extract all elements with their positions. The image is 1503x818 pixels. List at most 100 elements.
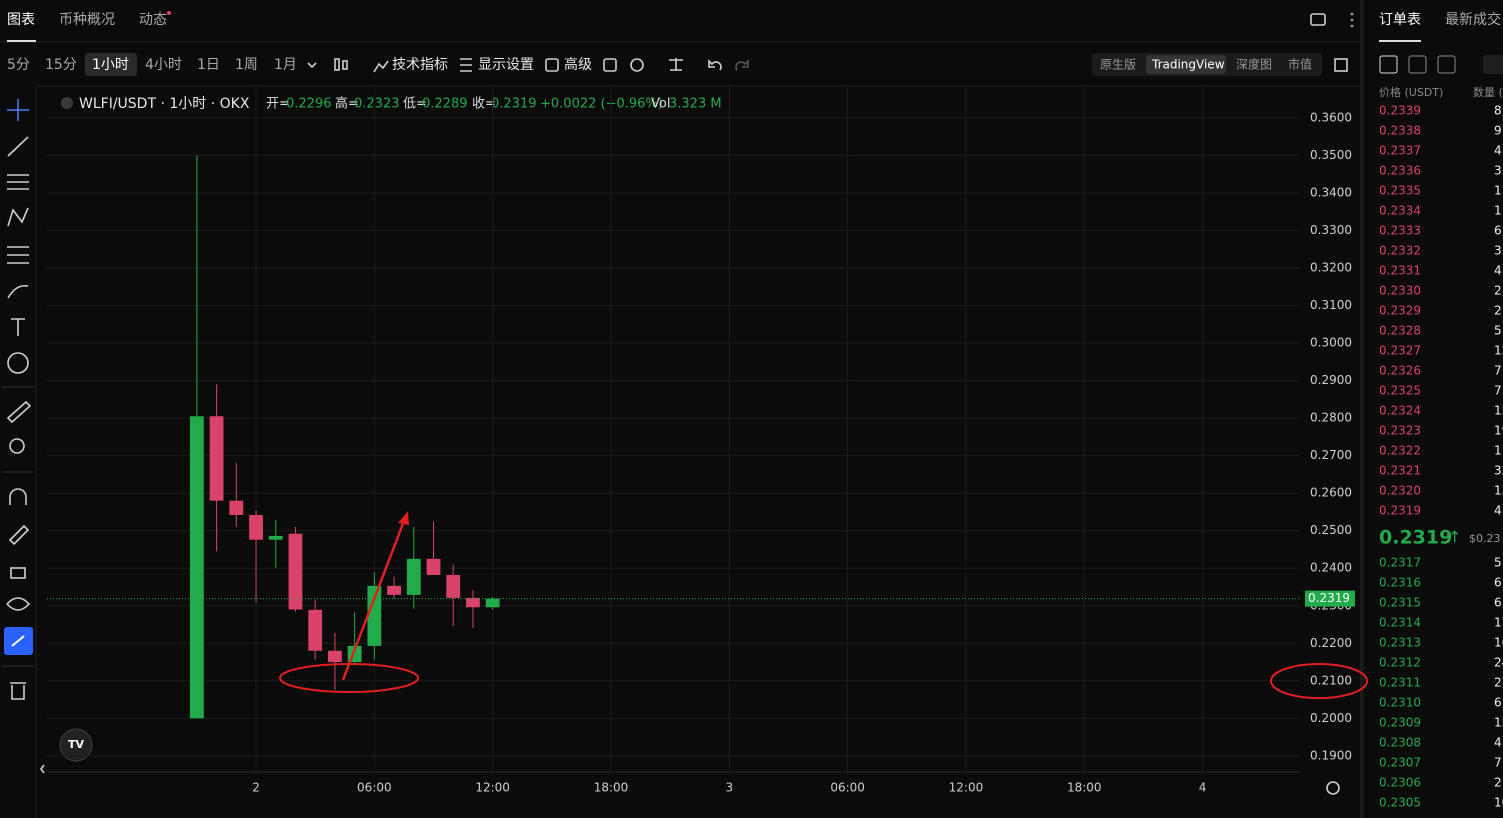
interval-button[interactable]: 1周: [235, 57, 258, 73]
fullscreen-icon[interactable]: [1334, 58, 1348, 72]
book-view-button[interactable]: [1408, 55, 1427, 74]
view-tab[interactable]: TradingView: [1151, 58, 1225, 72]
top-tab[interactable]: 图表: [7, 12, 35, 28]
qty-header: 数量 (: [1473, 86, 1503, 99]
x-tick-label: 4: [1199, 781, 1207, 795]
legend-low-label: 低=: [403, 97, 427, 112]
ruler-tool[interactable]: [6, 400, 32, 424]
compare-icon[interactable]: [669, 58, 683, 71]
legend-vol-label: Vol: [651, 97, 670, 112]
ask-price: 0.2324: [1379, 404, 1421, 418]
y-tick-label: 0.3400: [1310, 185, 1352, 199]
top-tab[interactable]: 动态: [139, 12, 167, 28]
panel-tab[interactable]: 最新成交: [1445, 11, 1501, 28]
interval-button[interactable]: 5分: [7, 57, 30, 73]
bid-qty: 6: [1494, 696, 1502, 710]
x-tick-label: 18:00: [594, 781, 629, 795]
interval-button[interactable]: 1日: [197, 57, 220, 73]
tv-logo[interactable]: [59, 728, 93, 762]
lock-draw-tool[interactable]: [8, 524, 30, 546]
trendline-tool[interactable]: [7, 136, 29, 157]
forecast-tool[interactable]: [7, 246, 29, 264]
x-tick-label: 3: [725, 781, 733, 795]
more-icon[interactable]: [1350, 12, 1354, 28]
brush-tool[interactable]: [7, 284, 29, 299]
emoji-tool[interactable]: [7, 352, 29, 374]
ask-price: 0.2330: [1379, 284, 1421, 298]
precision-button[interactable]: [1483, 55, 1503, 74]
y-tick-label: 0.2200: [1310, 636, 1352, 650]
ask-qty: 8: [1494, 104, 1502, 118]
panel-tab[interactable]: 订单表: [1379, 12, 1421, 28]
ask-qty: 12: [1494, 344, 1503, 358]
dropdown-icon[interactable]: [307, 62, 317, 69]
lock-tool[interactable]: [10, 567, 26, 579]
bid-price: 0.2316: [1379, 576, 1421, 590]
x-tick-label: 12:00: [475, 781, 510, 795]
candle-body: [249, 514, 263, 540]
ask-price: 0.2321: [1379, 464, 1421, 478]
book-view-button[interactable]: [1379, 55, 1398, 74]
snapshot-icon[interactable]: [603, 58, 617, 72]
candle-type-icon[interactable]: [334, 58, 348, 71]
ask-price: 0.2339: [1379, 104, 1421, 118]
gear-icon[interactable]: [630, 58, 644, 72]
indicator-icon[interactable]: [373, 60, 389, 73]
candle-body: [485, 598, 500, 608]
interval-button[interactable]: 1小时: [92, 57, 129, 73]
crosshair-tool[interactable]: [7, 99, 29, 121]
toolbar-button[interactable]: 显示设置: [478, 57, 534, 73]
layout-icon[interactable]: [1310, 13, 1326, 26]
visibility-tool[interactable]: [6, 597, 31, 611]
y-tick-label: 0.2600: [1310, 486, 1352, 500]
ask-qty: 15: [1494, 404, 1503, 418]
ask-qty: 4: [1494, 144, 1502, 158]
selected-interval-bg: [85, 53, 137, 76]
trash-tool[interactable]: [10, 682, 26, 700]
selected-view-bg: [1146, 55, 1226, 74]
bid-qty: 6: [1494, 576, 1502, 590]
y-tick-label: 0.2000: [1310, 711, 1352, 725]
bid-qty: 24: [1494, 656, 1503, 670]
interval-button[interactable]: 1月: [274, 57, 297, 73]
view-tab[interactable]: 原生版: [1100, 58, 1136, 72]
ask-price: 0.2327: [1379, 344, 1421, 358]
undo-icon[interactable]: [708, 59, 722, 71]
view-tab[interactable]: 市值: [1288, 57, 1312, 72]
fib-tool[interactable]: [7, 174, 29, 190]
ask-qty: 1: [1494, 204, 1502, 218]
y-tick-label: 0.3200: [1310, 261, 1352, 275]
bid-price: 0.2306: [1379, 776, 1421, 790]
ask-qty: 9: [1494, 124, 1502, 138]
interval-button[interactable]: 4小时: [145, 57, 182, 73]
view-tab[interactable]: 深度图: [1236, 57, 1272, 72]
y-tick-label: 0.2900: [1310, 373, 1352, 387]
advanced-icon[interactable]: [545, 58, 559, 72]
ask-qty: 11: [1494, 444, 1503, 458]
legend-vol: 3.323 M: [669, 97, 722, 112]
last-arrow: ↑: [1448, 528, 1461, 547]
toolbar-button[interactable]: 技术指标: [392, 57, 448, 73]
top-tab[interactable]: 币种概况: [59, 12, 115, 28]
ask-qty: 7: [1494, 384, 1502, 398]
ask-price: 0.2323: [1379, 424, 1421, 438]
zoom-tool[interactable]: [9, 438, 25, 454]
axis-settings[interactable]: [1326, 781, 1340, 795]
magnet-tool[interactable]: [9, 488, 27, 505]
symbol-title: WLFI/USDT · 1小时 · OKX: [79, 96, 250, 112]
collapse-icon[interactable]: [40, 764, 45, 774]
ask-qty: 4: [1494, 504, 1502, 518]
interval-button[interactable]: 15分: [45, 57, 77, 73]
pattern-tool[interactable]: [7, 207, 29, 227]
bid-price: 0.2310: [1379, 696, 1421, 710]
text-tool[interactable]: [11, 318, 25, 336]
toolbar-button[interactable]: 高级: [564, 56, 592, 73]
redo-icon[interactable]: [735, 59, 749, 71]
legend-change: +0.0022 (+0.96%): [540, 97, 663, 112]
annotation-arrow: [341, 520, 406, 681]
candle-body: [466, 597, 480, 608]
settings-list-icon[interactable]: [460, 58, 472, 72]
book-view-button[interactable]: [1437, 55, 1456, 74]
